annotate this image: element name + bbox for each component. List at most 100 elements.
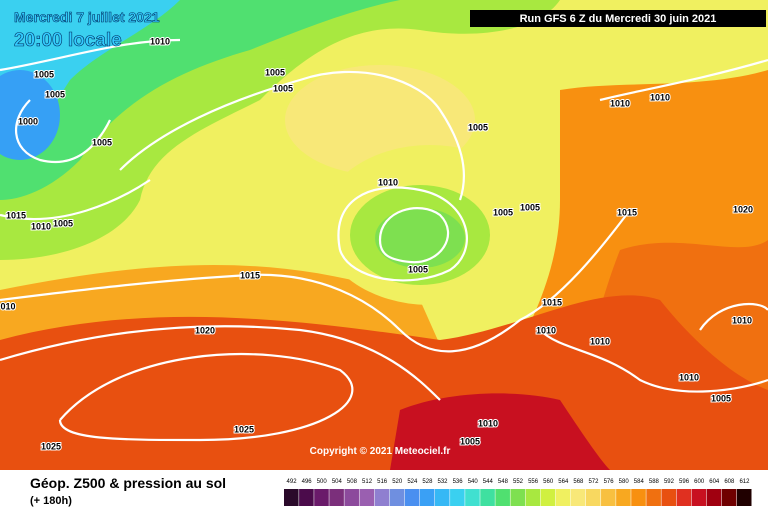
isobar-label: 1010: [478, 418, 498, 428]
isobar-label: 1025: [41, 441, 61, 451]
colorbar-swatch: [314, 489, 329, 506]
colorbar-label: 532: [438, 479, 449, 485]
colorbar-label: 512: [362, 479, 373, 485]
colorbar-swatch: [525, 489, 541, 506]
isobar-label: 1005: [520, 202, 540, 212]
colorbar-swatch: [676, 489, 692, 506]
colorbar-swatch: [585, 489, 601, 506]
footer-title: Géop. Z500 & pression au sol: [30, 475, 226, 491]
colorbar-label: 544: [483, 479, 494, 485]
colorbar-label: 500: [317, 479, 328, 485]
isobar-label: 1005: [408, 264, 428, 274]
colorbar-label: 508: [347, 479, 358, 485]
colorbar-label: 572: [588, 479, 599, 485]
isobar-label: 1010: [679, 372, 699, 382]
colorbar: 492 496 500 504 508 512 516 520 524 528 532 536 540 5…: [284, 479, 752, 506]
colorbar-label: 496: [302, 479, 313, 485]
isobars: [0, 38, 768, 442]
colorbar-swatch: [691, 489, 707, 506]
colorbar-swatch: [434, 489, 450, 506]
colorbar-label: 588: [649, 479, 660, 485]
colorbar-label: 528: [422, 479, 433, 485]
colorbar-label: 580: [619, 479, 630, 485]
colorbar-swatch: [555, 489, 571, 506]
colorbar-swatch: [540, 489, 556, 506]
colorbar-label: 568: [573, 479, 584, 485]
colorbar-label: 548: [498, 479, 509, 485]
colorbar-swatch: [284, 489, 299, 506]
isobar-label: 1010: [610, 98, 630, 108]
colorbar-swatch: [601, 489, 616, 506]
colorbar-swatch: [389, 489, 405, 506]
footer-subtitle: (+ 180h): [30, 495, 72, 507]
colorbar-label: 604: [709, 479, 720, 485]
colorbar-swatch: [404, 489, 420, 506]
isobar-label: 1010: [650, 92, 670, 102]
isobar-label: 1005: [265, 67, 285, 77]
isobar-label: 1005: [468, 122, 488, 132]
colorbar-swatch: [721, 489, 737, 506]
isobar-label: 1010: [732, 315, 752, 325]
isobar-label: 1010: [31, 221, 51, 231]
colorbar-swatch: [450, 489, 465, 506]
colorbar-label: 520: [392, 479, 403, 485]
colorbar-swatch: [646, 489, 661, 506]
run-info: Run GFS 6 Z du Mercredi 30 juin 2021: [520, 13, 717, 25]
colorbar-label: 600: [694, 479, 705, 485]
colorbar-label: 608: [724, 479, 735, 485]
colorbar-label: 536: [453, 479, 464, 485]
isobar-label: 1000: [18, 116, 38, 126]
colorbar-label: 516: [377, 479, 388, 485]
colorbar-label: 552: [513, 479, 524, 485]
isobar-label: 1020: [195, 325, 215, 335]
isobar-label: 1005: [493, 207, 513, 217]
colorbar-swatch: [661, 489, 677, 506]
colorbar-swatch: [510, 489, 526, 506]
colorbar-swatch: [374, 489, 390, 506]
colorbar-swatch: [480, 489, 495, 506]
isobar-label: 1015: [617, 207, 637, 217]
colorbar-label: 540: [468, 479, 479, 485]
colorbar-swatch: [299, 489, 314, 506]
colorbar-swatch: [706, 489, 722, 506]
isobar-label: 1020: [733, 204, 753, 214]
isobar-label: 1005: [34, 69, 54, 79]
isobar-label: 1015: [240, 270, 260, 280]
colorbar-swatch: [616, 489, 631, 506]
colorbar-swatch: [465, 489, 480, 506]
isobar-label: 1025: [234, 424, 254, 434]
isobar-label: 1005: [53, 218, 73, 228]
map-time: 20:00 locale: [14, 30, 122, 51]
isobar-label: 1010: [378, 177, 398, 187]
colorbar-swatch: [359, 489, 375, 506]
isobar-label: 1010: [536, 325, 556, 335]
colorbar-label: 592: [664, 479, 675, 485]
colorbar-swatch: [344, 489, 359, 506]
colorbar-label: 492: [287, 479, 298, 485]
isobar-label: 1005: [711, 393, 731, 403]
colorbar-label: 560: [543, 479, 554, 485]
isobar-labels: 1010100510051000100510051005100510101010…: [0, 35, 754, 452]
colorbar-label: 584: [634, 479, 645, 485]
colorbar-label: 576: [604, 479, 615, 485]
colorbar-label: 524: [407, 479, 418, 485]
isobar-label: 1005: [92, 137, 112, 147]
isobar-label: 1015: [542, 297, 562, 307]
isobar-label: 1005: [273, 83, 293, 93]
colorbar-label: 556: [528, 479, 539, 485]
colorbar-swatch: [631, 489, 646, 506]
isobar-label: 1015: [6, 210, 26, 220]
isobar-label: 1005: [45, 89, 65, 99]
colorbar-label: 564: [558, 479, 569, 485]
field: [0, 0, 768, 470]
colorbar-label: 596: [679, 479, 690, 485]
map-date: Mercredi 7 juillet 2021: [14, 9, 160, 25]
colorbar-swatch: [736, 489, 752, 506]
colorbar-label: 504: [332, 479, 343, 485]
colorbar-swatch: [419, 489, 435, 506]
isobar-label: 1010: [590, 336, 610, 346]
colorbar-swatch: [329, 489, 344, 506]
run-box: [470, 10, 766, 27]
isobar-label: 010: [0, 301, 15, 311]
